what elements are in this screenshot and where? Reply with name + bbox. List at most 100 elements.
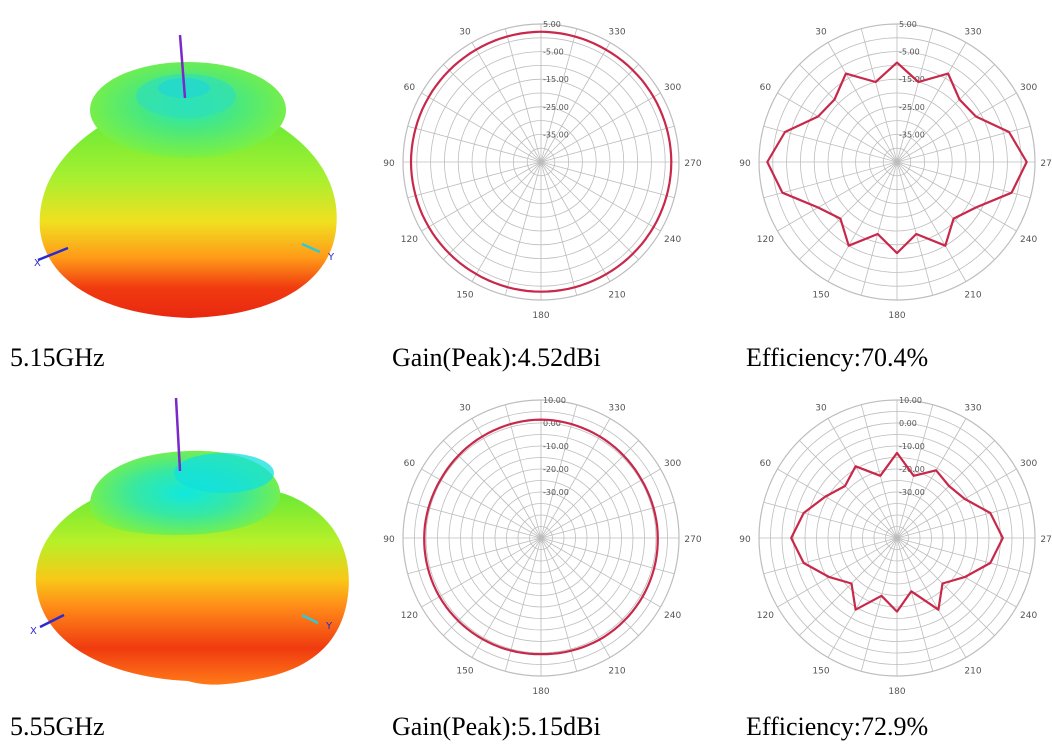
radial-tick-label: -25.00 [899, 103, 925, 112]
angle-tick-label: 90 [739, 159, 751, 169]
grid-spoke [443, 440, 542, 539]
y-axis-line [301, 613, 319, 625]
angle-tick-label: 240 [664, 611, 681, 621]
grid-spoke [896, 42, 967, 163]
z-axis-line [174, 397, 182, 472]
radial-tick-label: 5.00 [543, 20, 561, 29]
peak-gain-label: Gain(Peak):5.15dBi [392, 712, 601, 741]
angle-tick-label: 180 [888, 311, 905, 321]
grid-spoke [540, 161, 578, 296]
grid-spoke [443, 161, 542, 260]
grid-spoke [896, 404, 934, 539]
grid-spoke [540, 42, 611, 163]
grid-spoke [540, 501, 675, 539]
angle-tick-label: 330 [964, 403, 981, 413]
angle-tick-label: 210 [608, 667, 625, 677]
angle-tick-label: 30 [459, 403, 471, 413]
grid-spoke [540, 537, 661, 608]
radiation-pattern-3d-5-55ghz: X Y [30, 397, 349, 685]
angle-tick-label: 270 [684, 535, 701, 545]
pattern-body [35, 481, 349, 685]
angle-tick-label: 30 [815, 403, 827, 413]
grid-spoke [504, 161, 542, 296]
angle-tick-label: 300 [1020, 83, 1037, 93]
angle-tick-label: 330 [608, 403, 625, 413]
grid-spoke [471, 42, 542, 163]
grid-spoke [827, 537, 898, 658]
z-axis-line [178, 34, 187, 99]
grid-spoke [443, 64, 542, 163]
x-axis-line [37, 246, 69, 262]
grid-spoke [540, 161, 639, 260]
radial-tick-label: -10.00 [543, 442, 569, 451]
angle-tick-label: 270 [684, 159, 701, 169]
grid-spoke [896, 537, 1031, 575]
angle-tick-label: 90 [383, 159, 395, 169]
radial-tick-label: -20.00 [899, 465, 925, 474]
polar-chart-efficiency-5-55ghz: 30 330 300 270 240 210 180 150 120 90 60 10.00 0.00 -… [739, 396, 1052, 697]
grid-spoke [777, 537, 898, 608]
angle-tick-label: 30 [815, 27, 827, 37]
radial-tick-label: -10.00 [899, 442, 925, 451]
polar-chart-efficiency-5-15ghz: 30 330 300 270 240 210 180 150 120 90 60 5.00 -5.00 -… [739, 20, 1052, 321]
grid-spoke [896, 468, 1017, 539]
grid-spoke [763, 501, 898, 539]
grid-spoke [407, 125, 542, 163]
y-axis-line [301, 242, 321, 254]
angle-tick-label: 120 [757, 235, 774, 245]
grid-spoke [471, 537, 542, 658]
pattern-trace [409, 30, 673, 293]
grid-spoke [860, 537, 898, 672]
grid-spoke [896, 418, 967, 539]
grid-spoke [763, 537, 898, 575]
angle-tick-label: 150 [456, 291, 473, 301]
grid-spoke [540, 64, 639, 163]
grid-spoke [896, 161, 967, 282]
x-axis-label: X [30, 626, 37, 637]
grid-spoke [827, 161, 898, 282]
angle-tick-label: 330 [964, 27, 981, 37]
pattern-trace [766, 61, 1028, 255]
radial-tick-label: 0.00 [543, 419, 561, 428]
grid-spoke [540, 28, 578, 163]
grid-spoke [896, 537, 995, 636]
angle-tick-label: 180 [888, 687, 905, 697]
grid-spoke [540, 92, 661, 163]
angle-tick-label: 180 [532, 687, 549, 697]
grid-spoke [777, 161, 898, 232]
angle-tick-label: 120 [757, 611, 774, 621]
grid-spoke [799, 161, 898, 260]
radial-tick-label: -15.00 [543, 75, 569, 84]
pattern-trace [790, 451, 1004, 613]
x-axis-label: X [34, 258, 41, 269]
grid-spoke [421, 161, 542, 232]
peak-gain-label: Gain(Peak):4.52dBi [392, 343, 601, 372]
angle-tick-label: 240 [1020, 611, 1037, 621]
frequency-label: 5.15GHz [10, 343, 105, 372]
angle-tick-label: 210 [964, 291, 981, 301]
grid-spoke [827, 418, 898, 539]
polar-chart-gain-5-55ghz: 30 330 300 270 240 210 180 150 120 90 60 10.00 0.00 -… [383, 396, 702, 697]
grid-spoke [421, 537, 542, 608]
angle-tick-label: 300 [1020, 459, 1037, 469]
grid-spoke [777, 92, 898, 163]
angle-tick-label: 300 [664, 459, 681, 469]
angle-tick-label: 330 [608, 27, 625, 37]
radial-tick-label: 10.00 [543, 396, 566, 405]
grid-spoke [799, 64, 898, 163]
grid-spoke [896, 501, 1031, 539]
angle-tick-label: 240 [664, 235, 681, 245]
grid-spoke [540, 161, 675, 199]
grid-spoke [540, 537, 639, 636]
angle-tick-label: 150 [456, 667, 473, 677]
angle-tick-label: 60 [760, 83, 772, 93]
grid-spoke [540, 404, 578, 539]
grid-spoke [896, 161, 1031, 199]
radial-tick-label: -20.00 [543, 465, 569, 474]
angle-tick-label: 270 [1040, 159, 1052, 169]
grid-spoke [540, 125, 675, 163]
angle-tick-label: 270 [1040, 535, 1052, 545]
grid-spoke [504, 537, 542, 672]
grid-spoke [896, 28, 934, 163]
grid-spoke [860, 161, 898, 296]
